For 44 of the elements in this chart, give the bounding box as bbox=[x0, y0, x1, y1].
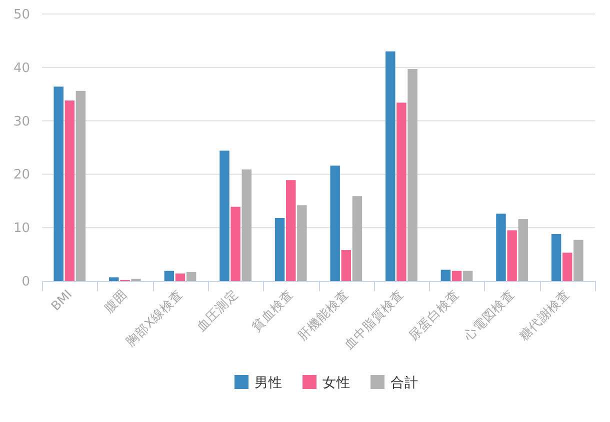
bar bbox=[386, 51, 396, 281]
bar bbox=[408, 69, 418, 281]
x-tick-label: 血圧測定 bbox=[193, 286, 241, 334]
legend-label: 男性 bbox=[254, 375, 282, 391]
bar bbox=[164, 270, 174, 281]
bar bbox=[352, 196, 362, 281]
bar bbox=[574, 240, 584, 281]
y-tick-label: 0 bbox=[22, 274, 30, 290]
legend-label: 合計 bbox=[390, 375, 418, 391]
x-tick-label: 腹囲 bbox=[101, 286, 130, 316]
bar bbox=[109, 277, 119, 281]
bar bbox=[507, 230, 517, 281]
bar bbox=[562, 252, 572, 281]
x-tick-label: BMI bbox=[48, 286, 75, 314]
bar bbox=[440, 270, 451, 281]
bar bbox=[242, 169, 252, 281]
bar bbox=[297, 205, 307, 281]
y-tick-label: 10 bbox=[13, 221, 30, 236]
y-tick-label: 50 bbox=[13, 8, 30, 22]
y-tick-label: 30 bbox=[13, 114, 30, 130]
y-tick-label: 40 bbox=[13, 60, 30, 76]
x-tick-label: 心電図検査 bbox=[460, 286, 518, 344]
bar bbox=[186, 272, 196, 281]
y-tick-label: 20 bbox=[13, 168, 30, 183]
bar bbox=[54, 86, 64, 281]
bar bbox=[64, 100, 75, 281]
bar bbox=[518, 219, 528, 281]
bar bbox=[551, 234, 562, 281]
bar bbox=[452, 270, 462, 281]
legend-label: 女性 bbox=[322, 375, 350, 391]
bar bbox=[220, 150, 230, 281]
bar bbox=[496, 214, 506, 281]
bar bbox=[462, 270, 473, 281]
bar bbox=[396, 102, 406, 281]
bar bbox=[274, 218, 285, 281]
x-tick-label: 尿蛋白検査 bbox=[405, 286, 462, 344]
bar bbox=[175, 274, 186, 281]
bar bbox=[341, 250, 352, 281]
bar bbox=[230, 206, 240, 281]
x-tick-label: 貧血検査 bbox=[248, 286, 296, 334]
bar bbox=[330, 166, 340, 281]
bar bbox=[286, 180, 296, 281]
bar bbox=[76, 90, 86, 281]
x-tick-label: 糖代謝検査 bbox=[516, 286, 572, 344]
